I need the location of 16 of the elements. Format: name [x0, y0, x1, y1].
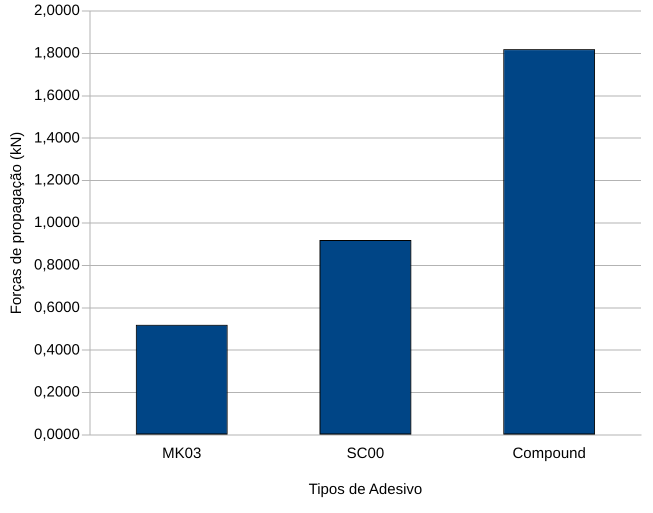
y-tick-label: 1,4000 [34, 129, 80, 146]
y-tick-label: 1,2000 [34, 172, 80, 189]
y-tick-label: 2,0000 [34, 2, 80, 20]
y-tick-label: 1,8000 [34, 44, 80, 62]
y-tick-label: 0,4000 [34, 341, 80, 358]
y-axis-title: Forças de propagação (kN) [8, 132, 26, 314]
y-tick-label: 0,8000 [34, 256, 80, 274]
x-tick-label: MK03 [162, 445, 202, 462]
x-tick-label: Compound [512, 445, 586, 462]
y-tick-label: 0,2000 [34, 384, 80, 401]
y-tick-label: 1,0000 [34, 214, 80, 232]
x-tick-label: SC00 [346, 445, 384, 462]
y-tick-label: 0,6000 [34, 298, 80, 316]
x-axis-title: Tipos de Adesivo [308, 481, 422, 498]
y-tick-label: 1,6000 [34, 86, 80, 104]
y-tick-label: 0,0000 [34, 426, 80, 444]
